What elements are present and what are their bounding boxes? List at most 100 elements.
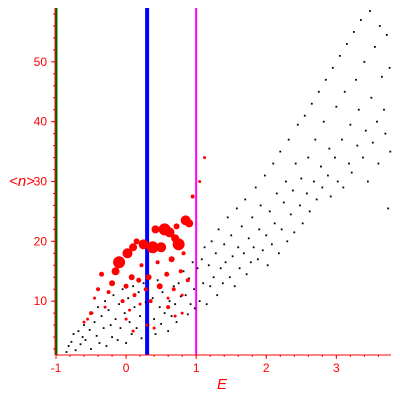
data-point: [388, 66, 391, 69]
data-point: [214, 252, 217, 255]
data-point: [118, 303, 120, 306]
data-point: [268, 210, 271, 213]
weighted-data-point: [113, 256, 126, 269]
data-point: [142, 282, 145, 285]
data-point: [130, 333, 133, 335]
data-point: [119, 327, 122, 329]
data-point: [389, 150, 392, 153]
data-point: [67, 345, 70, 347]
data-point: [317, 90, 320, 93]
data-point: [308, 210, 311, 213]
data-point: [83, 324, 85, 326]
data-point: [221, 282, 224, 285]
data-point: [327, 174, 329, 177]
data-point: [84, 339, 87, 341]
data-point: [81, 336, 84, 338]
data-point: [217, 228, 220, 231]
data-point: [179, 295, 182, 298]
data-point: [348, 162, 350, 165]
data-point: [254, 186, 257, 189]
vertical-lines: [54, 8, 198, 355]
data-point: [335, 105, 338, 108]
data-point: [307, 156, 310, 159]
data-point: [97, 306, 99, 309]
data-point: [293, 231, 296, 234]
weighted-data-point: [181, 251, 186, 256]
data-point: [377, 162, 380, 165]
weighted-data-point: [156, 283, 163, 290]
weighted-data-point: [155, 260, 160, 265]
data-point: [125, 342, 127, 344]
data-point: [163, 312, 166, 315]
weighted-data-point: [173, 223, 180, 230]
weighted-data-point: [139, 263, 144, 268]
weighted-data-point: [129, 243, 138, 252]
weighted-data-point: [86, 317, 90, 321]
data-point: [135, 327, 138, 329]
weighted-data-point: [138, 239, 149, 250]
y-tick-label: 30: [34, 175, 48, 189]
data-point: [328, 147, 331, 150]
data-point: [305, 192, 308, 195]
data-point: [175, 321, 178, 323]
data-point: [263, 174, 266, 177]
weighted-data-point: [190, 194, 195, 199]
weighted-data-point: [164, 227, 175, 238]
data-point: [102, 327, 105, 329]
data-point: [287, 138, 290, 141]
data-point: [105, 345, 108, 347]
y-tick-label: 50: [34, 55, 48, 69]
data-point: [93, 321, 96, 323]
data-point: [151, 297, 154, 300]
data-point: [320, 165, 322, 168]
data-point: [154, 333, 157, 335]
data-point: [245, 273, 248, 276]
data-point: [139, 315, 142, 318]
data-point: [270, 243, 273, 246]
weighted-data-point: [103, 305, 107, 309]
data-point: [168, 300, 171, 303]
data-point: [242, 252, 245, 255]
data-point: [65, 351, 68, 353]
data-point: [212, 276, 215, 279]
data-point: [210, 240, 213, 243]
weighted-data-point: [124, 317, 128, 321]
weighted-data-point: [185, 219, 194, 228]
data-point: [196, 267, 199, 270]
axes: -1 0 1 2 3 10 20 30 40 50: [34, 8, 391, 375]
data-point: [277, 252, 280, 255]
weighted-data-point: [82, 320, 86, 324]
weighted-data-point: [136, 277, 142, 283]
data-point: [371, 141, 374, 144]
data-point: [79, 343, 82, 346]
data-point: [77, 330, 80, 332]
data-point: [114, 318, 117, 321]
data-point: [265, 234, 268, 237]
data-point: [329, 195, 332, 198]
data-point: [238, 267, 241, 270]
data-point: [321, 186, 324, 189]
data-point: [256, 258, 259, 261]
data-point: [298, 204, 301, 207]
data-point: [279, 150, 282, 153]
data-point: [373, 45, 376, 48]
data-point: [338, 54, 341, 57]
weighted-data-point: [128, 308, 132, 312]
data-point: [249, 261, 252, 264]
weighted-data-point: [185, 278, 190, 283]
weighted-data-point: [111, 267, 120, 276]
x-tick-label: -1: [51, 361, 62, 375]
weighted-data-point: [128, 274, 135, 281]
data-point: [342, 186, 345, 189]
data-point: [259, 204, 262, 207]
data-point: [172, 285, 175, 288]
data-point: [209, 285, 212, 288]
data-point: [95, 334, 98, 337]
data-point: [153, 318, 156, 321]
data-point: [167, 330, 170, 332]
data-point: [355, 78, 357, 81]
weighted-data-point: [96, 287, 101, 292]
data-point: [137, 291, 140, 294]
data-point: [203, 246, 206, 249]
